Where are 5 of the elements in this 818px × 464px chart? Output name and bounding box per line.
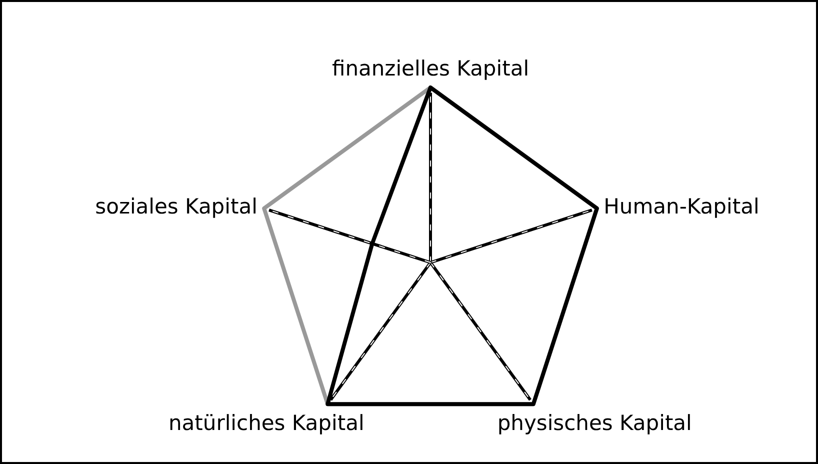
spoke-label: physisches Kapital	[497, 411, 692, 436]
spoke-label: Human-Kapital	[604, 194, 760, 218]
spoke-label: natürliches Kapital	[168, 411, 364, 436]
spoke-label: finanzielles Kapital	[332, 56, 530, 80]
spoke-label: soziales Kapital	[95, 194, 258, 218]
